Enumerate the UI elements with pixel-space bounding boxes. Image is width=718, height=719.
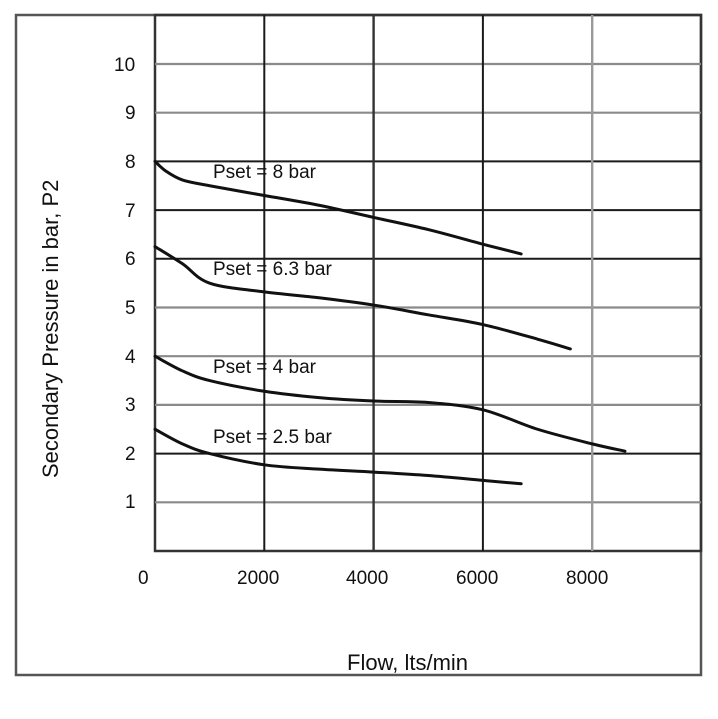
curve-label-pset-6-3: Pset = 6.3 bar <box>213 259 332 280</box>
curve-label-pset-2-5: Pset = 2.5 bar <box>213 427 332 448</box>
y-tick: 7 <box>125 201 136 222</box>
curve-label-pset-4: Pset = 4 bar <box>213 357 316 378</box>
y-tick: 9 <box>125 103 136 124</box>
x-tick: 4000 <box>346 568 389 589</box>
x-axis-label: Flow, lts/min <box>347 650 469 675</box>
curves <box>153 159 627 486</box>
y-tick: 8 <box>125 152 136 173</box>
y-tick: 3 <box>125 395 136 416</box>
curve-label-pset-8: Pset = 8 bar <box>213 162 316 183</box>
y-tick: 5 <box>125 298 136 319</box>
y-tick: 2 <box>125 444 136 465</box>
curve-2 <box>153 354 627 453</box>
y-tick: 1 <box>125 492 136 513</box>
y-tick: 10 <box>114 55 136 76</box>
curve-1 <box>153 245 572 351</box>
y-tick: 4 <box>125 347 136 368</box>
x-tick: 8000 <box>566 568 609 589</box>
x-tick: 0 <box>138 568 149 589</box>
grid <box>153 13 703 553</box>
x-tick: 6000 <box>456 568 499 589</box>
y-axis-label: Secondary Pressure in bar, P2 <box>38 179 63 478</box>
curve-3 <box>153 427 523 486</box>
curve-0 <box>153 159 523 256</box>
x-tick: 2000 <box>237 568 280 589</box>
y-tick: 6 <box>125 249 136 270</box>
